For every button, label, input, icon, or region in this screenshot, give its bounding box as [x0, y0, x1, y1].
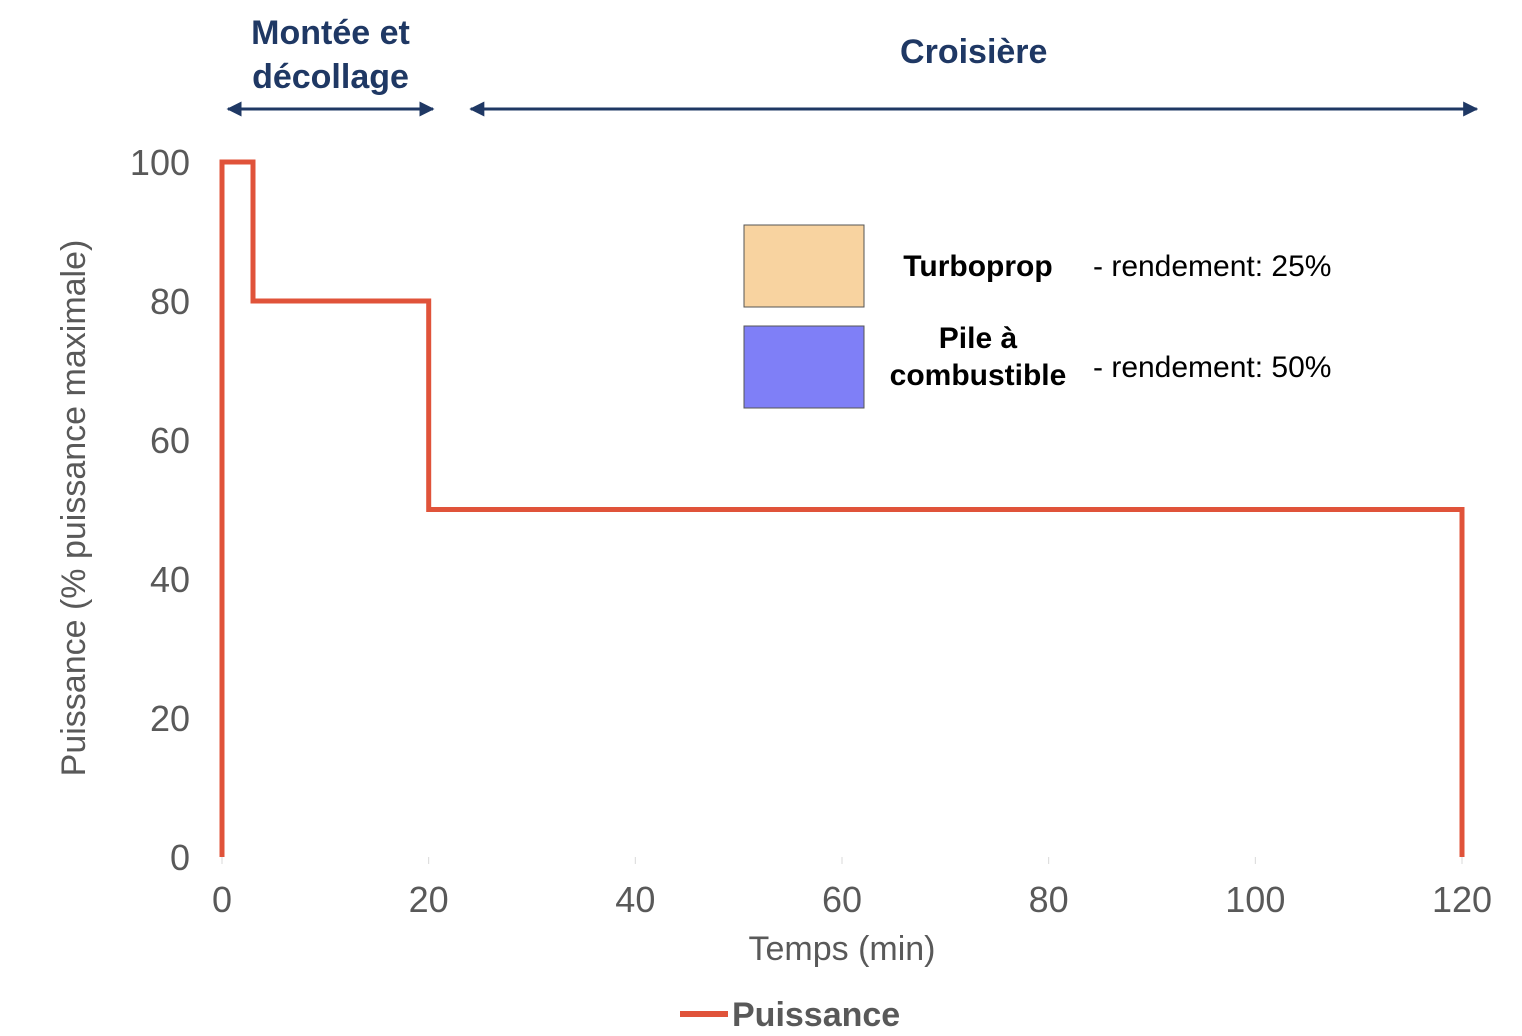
y-tick-label: 20 [150, 698, 190, 739]
phase-label: Croisière [900, 33, 1047, 71]
series-legend-label: Puissance [732, 996, 900, 1034]
x-tick-label: 40 [615, 879, 655, 920]
x-tick-label: 60 [822, 879, 862, 920]
x-tick-label: 80 [1029, 879, 1069, 920]
series-legend[interactable]: Puissance [680, 996, 900, 1034]
source-legend-efficiency: - rendement: 50% [1093, 351, 1331, 384]
y-axis-title: Puissance (% puissance maximale) [55, 240, 93, 777]
y-tick-label: 40 [150, 559, 190, 600]
y-tick-label: 0 [170, 837, 190, 878]
x-tick-label: 20 [409, 879, 449, 920]
x-tick-label: 120 [1432, 879, 1492, 920]
series-line-puissance [219, 159, 1465, 857]
y-tick-label: 80 [150, 281, 190, 322]
y-tick-label: 100 [130, 142, 190, 183]
x-axis-title: Temps (min) [748, 930, 935, 968]
source-legend-name: combustible [890, 359, 1067, 392]
source-legend-swatch [743, 325, 865, 409]
y-tick-label: 60 [150, 420, 190, 461]
y-axis-ticks: 0 20 40 60 80 100 [130, 142, 190, 878]
source-legend-name: Turboprop [903, 250, 1052, 283]
source-legend: Turboprop - rendement: 25% Pile à combustib… [743, 224, 1331, 409]
phase-annotations: Montée et décollage Croisière [226, 14, 1479, 117]
x-tick-label: 100 [1225, 879, 1285, 920]
source-legend-efficiency: - rendement: 25% [1093, 250, 1331, 283]
series-layer [219, 159, 1465, 857]
phase-label: Montée et [251, 14, 410, 52]
x-tick-label: 0 [212, 879, 232, 920]
phase-label: décollage [252, 58, 409, 96]
source-legend-swatch [743, 224, 865, 308]
source-legend-name: Pile à [939, 322, 1018, 355]
x-axis-ticks: 0 20 40 60 80 100 120 [212, 857, 1492, 920]
